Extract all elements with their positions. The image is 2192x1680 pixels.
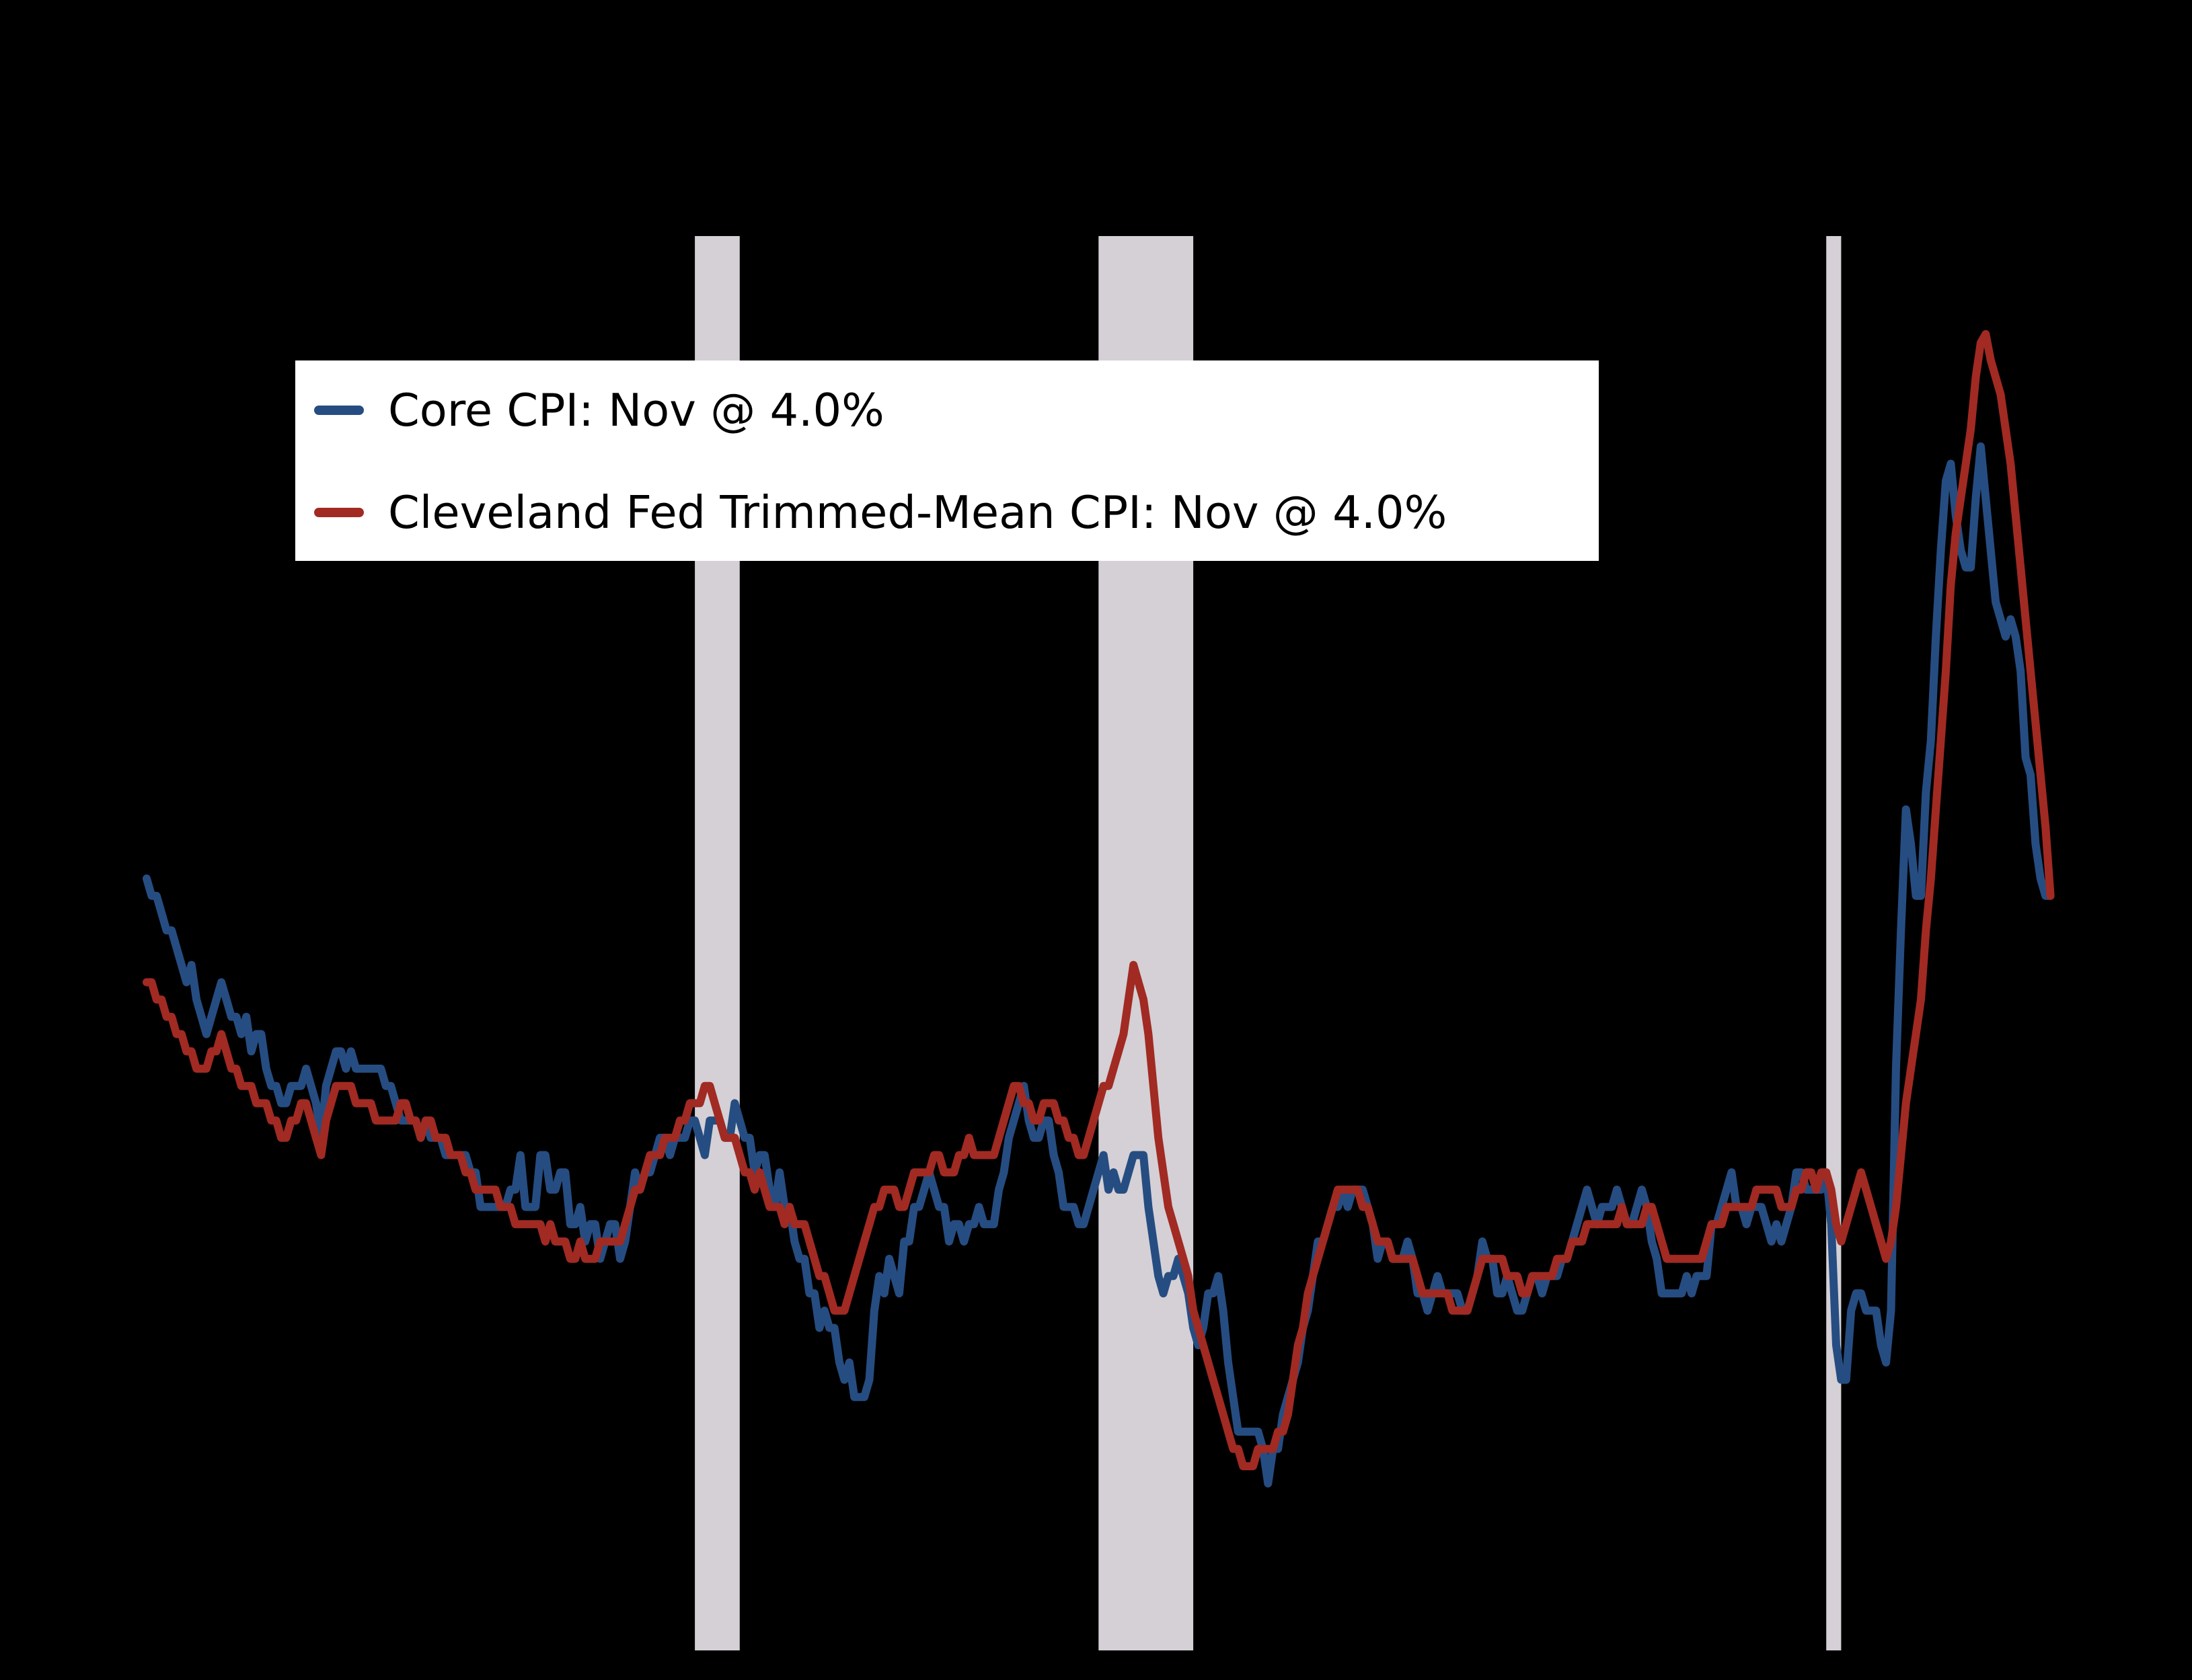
- trimmed-mean-cpi-line-swatch-icon: [314, 508, 364, 517]
- legend-label-core-cpi: Core CPI: Nov @ 4.0%: [388, 383, 884, 436]
- legend-item-core-cpi: Core CPI: Nov @ 4.0%: [314, 383, 884, 437]
- legend-item-trimmed-mean-cpi: Cleveland Fed Trimmed-Mean CPI: Nov @ 4.…: [314, 486, 1447, 539]
- legend: Core CPI: Nov @ 4.0% Cleveland Fed Trimm…: [295, 360, 1599, 561]
- trimmed-mean-cpi-line: [143, 330, 2055, 1471]
- legend-label-trimmed-mean-cpi: Cleveland Fed Trimmed-Mean CPI: Nov @ 4.…: [388, 486, 1447, 539]
- core-cpi-line-swatch-icon: [314, 406, 364, 415]
- recession-band: [1826, 236, 1842, 1650]
